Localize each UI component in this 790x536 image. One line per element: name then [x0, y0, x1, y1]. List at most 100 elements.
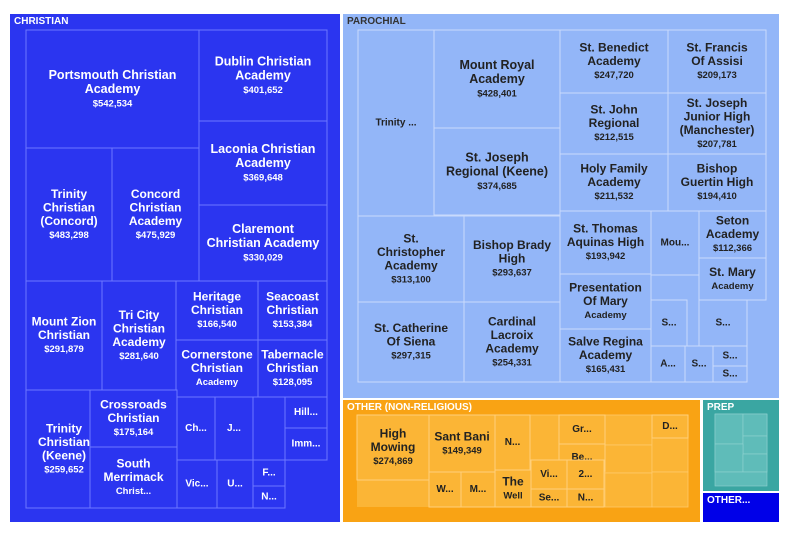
cell-rect-trinity-christian-keene: [25, 389, 103, 509]
cell-label-st-john-regional: St. John Regional: [589, 103, 640, 131]
cell-label-line: Academy: [485, 341, 539, 355]
cell-south-merrimack-christ: South MerrimackChrist...: [89, 446, 178, 509]
cell-label-line: Regional (Keene): [446, 164, 548, 178]
cell-label-line: Trinity: [51, 187, 87, 201]
cell-label-line: S...: [715, 317, 730, 328]
cell-label-vic: Vic...: [185, 478, 208, 489]
minor-cell: [604, 414, 653, 446]
cell-label-line: A...: [660, 358, 676, 369]
cell-claremont-christian-academy: Claremont Christian Academy $330,029: [198, 204, 328, 282]
cell-value-salve-regina-academy: $165,431: [586, 364, 626, 375]
cell-rect-concord-christian-academy: [111, 147, 200, 282]
cell-label-line: S...: [691, 358, 706, 369]
cell-sublabel-st-mary-academy: Academy: [711, 281, 754, 292]
cell-value-tri-city-christian-academy: $281,640: [119, 351, 159, 362]
cell-label-line: Christian: [191, 361, 243, 375]
cell-label-u: U...: [227, 478, 243, 489]
cell-rect-mount-royal-academy: [433, 29, 561, 129]
cell-label-line: Academy: [129, 214, 183, 228]
cell-rect-n: [566, 488, 605, 508]
cell-imm: Imm...: [284, 427, 328, 461]
group-label-prep: PREP: [707, 402, 735, 413]
cell-label-line: Christian: [266, 303, 318, 317]
cell-label-line: St. Francis: [686, 41, 748, 55]
cell-label-holy-family-academy: Holy Family Academy: [580, 162, 648, 190]
cell-value-seton-academy: $112,366: [713, 243, 752, 254]
cell-mount-zion-christian: Mount Zion Christian$291,879: [25, 280, 103, 391]
cell-label-line: Academy: [112, 335, 166, 349]
cell-st-francis-of-assisi: St. Francis Of Assisi$209,173: [667, 29, 767, 94]
cell-label-se: Se...: [539, 492, 560, 503]
cell-label-st-francis-of-assisi: St. Francis Of Assisi: [686, 41, 748, 69]
cell-concord-christian-academy: Concord Christian Academy $475,929: [111, 147, 200, 282]
cell-label-line: Academy: [587, 54, 641, 68]
cell-label-high-mowing: High Mowing: [371, 427, 416, 455]
cell-label-n: N...: [261, 491, 277, 502]
cell-rect-presentation-of-mary-academy: [559, 273, 652, 330]
cell-cardinal-lacroix-academy: Cardinal Lacroix Academy $254,331: [463, 301, 561, 383]
cell-label-line: Hill...: [294, 407, 318, 418]
cell-label-f: F...: [262, 467, 276, 478]
cell-sublabel-the-well: Well: [503, 490, 522, 501]
cell-rect-a: [650, 345, 686, 383]
cell-label-a: A...: [660, 358, 676, 369]
cell-rect-mount-zion-christian: [25, 280, 103, 391]
cell-label-laconia-christian-academy: Laconia Christian Academy: [211, 142, 316, 170]
cell-label-line: St. Mary: [709, 265, 756, 279]
cell-label-line: W...: [436, 484, 453, 495]
cell-high-mowing: High Mowing$274,869: [356, 414, 430, 481]
cell-label-line: Lacroix: [491, 328, 534, 342]
cell-rect-sant-bani: [428, 414, 496, 473]
cell-label-salve-regina-academy: Salve Regina Academy: [568, 335, 643, 363]
cell-label-imm: Imm...: [292, 438, 321, 449]
cell-rect-s: [712, 365, 748, 383]
cell-trinity-christian-keene: Trinity Christian (Keene) $259,652: [25, 389, 103, 509]
cell-label-cornerstone-christian-academy: Cornerstone Christian: [181, 348, 253, 376]
cell-mount-royal-academy: Mount Royal Academy $428,401: [433, 29, 561, 129]
cell-label-line: Academy: [587, 175, 641, 189]
cell-rect-mou: [650, 210, 700, 276]
prep-cell: [714, 443, 744, 473]
cell-label-line: Concord: [131, 187, 180, 201]
cell-label-line: Holy Family: [580, 162, 648, 176]
cell-st-catherine-of-siena: St. Catherine Of Siena $297,315: [357, 301, 465, 383]
cell-vic: Vic...: [176, 459, 218, 509]
cell-label-line: Be...: [571, 452, 592, 463]
cell-label-be: Be...: [571, 452, 592, 463]
cell-label-line: Cardinal: [488, 314, 536, 328]
cell-label-line: Of Assisi: [691, 54, 743, 68]
cell-st-thomas-aquinas-high: St. Thomas Aquinas High$193,942: [559, 210, 652, 275]
cell-rect-tri-city-christian-academy: [101, 280, 177, 391]
cell-label-line: Seacoast: [266, 290, 319, 304]
prep-cell: [714, 413, 744, 445]
cell-label-line: (Manchester): [680, 123, 755, 137]
cell-label-line: Christian Academy: [207, 236, 320, 250]
cell-value-laconia-christian-academy: $369,648: [243, 172, 283, 183]
cell-label-line: Academy: [384, 258, 438, 272]
group-prep: PREP: [703, 400, 779, 491]
prep-cell: [742, 453, 768, 473]
cell-crossroads-christian: Crossroads Christian$175,164: [89, 389, 178, 448]
cell-the-well: The Well: [494, 469, 532, 508]
cell-s: S...: [684, 345, 714, 383]
cell-label-line: Academy: [85, 82, 141, 96]
cell-s: S...: [712, 365, 748, 383]
cell-label-line: 2...: [579, 469, 593, 480]
cell-rect-n: [494, 414, 531, 471]
cell-st-joseph-regional-keene: St. Joseph Regional (Keene) $374,685: [433, 127, 561, 216]
cell-label-line: M...: [470, 484, 487, 495]
cell-label-line: High: [499, 252, 526, 266]
cell-value-high-mowing: $274,869: [373, 456, 413, 467]
cell-label-line: Claremont: [232, 222, 295, 236]
cell-value-concord-christian-academy: $475,929: [136, 230, 176, 241]
cell-heritage-christian: Heritage Christian$166,540: [175, 280, 259, 341]
cell-st-john-regional: St. John Regional$212,515: [559, 92, 669, 155]
cell-label-2: 2...: [579, 469, 593, 480]
cell-label-st-mary-academy: St. Mary: [709, 265, 756, 279]
cell-label-line: St. Joseph: [687, 96, 748, 110]
cell-label-line: St. Catherine: [374, 321, 448, 335]
cell-label-line: High: [380, 427, 407, 441]
cell-label-line: Salve Regina: [568, 335, 643, 349]
cell-rect-st-francis-of-assisi: [667, 29, 767, 94]
